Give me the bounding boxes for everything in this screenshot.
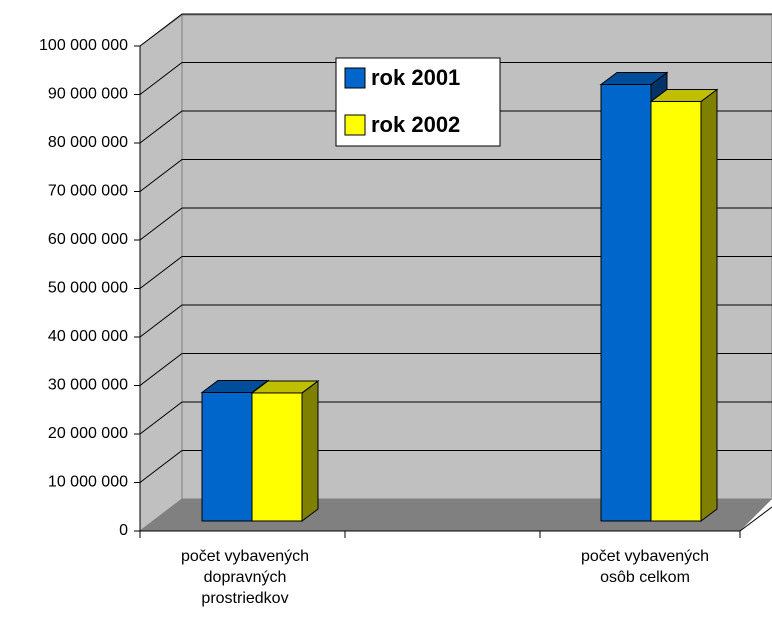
y-tick-label: 20 000 000 [48, 425, 128, 442]
y-tick-label: 10 000 000 [48, 474, 128, 491]
legend-swatch [344, 114, 366, 136]
legend-entries: rok 2001 rok 2002 [344, 65, 460, 137]
legend-label: rok 2002 [371, 112, 460, 137]
grid-line [139, 353, 772, 386]
y-tick-label: 90 000 000 [48, 86, 128, 103]
bar [250, 379, 320, 522]
bar-front [201, 391, 253, 522]
bar-front [650, 100, 702, 522]
bar-front [251, 392, 303, 522]
y-tick-label: 60 000 000 [48, 231, 128, 248]
floor-edge [739, 506, 772, 532]
bar [649, 88, 719, 522]
y-tick-label: 40 000 000 [48, 328, 128, 345]
grid [139, 13, 772, 483]
y-tick-label: 0 [119, 522, 128, 539]
legend-swatch [344, 67, 366, 89]
grid-line [139, 110, 772, 144]
grid-line [139, 450, 772, 483]
grid-line [139, 159, 772, 192]
legend-label: rok 2001 [371, 65, 460, 90]
grid-line [139, 207, 772, 241]
grid-line [139, 62, 772, 95]
y-tick-label: 30 000 000 [48, 377, 128, 394]
y-tick-label: 50 000 000 [48, 280, 128, 297]
y-tick-label: 80 000 000 [48, 134, 128, 151]
grid-line [139, 304, 772, 338]
bar-side [301, 379, 319, 522]
bar-front [600, 84, 652, 522]
bars [200, 71, 719, 522]
grid-line [139, 256, 772, 289]
x-tick-label: počet vybavených dopravných prostriedkov [180, 548, 310, 607]
grid-line [139, 401, 772, 435]
y-tick-label: 70 000 000 [48, 183, 128, 200]
y-tick-label: 100 000 000 [39, 37, 128, 54]
x-tick-label: počet vybavených osôb celkom [580, 548, 710, 586]
bar-side [700, 88, 718, 522]
grid-line [139, 13, 772, 47]
